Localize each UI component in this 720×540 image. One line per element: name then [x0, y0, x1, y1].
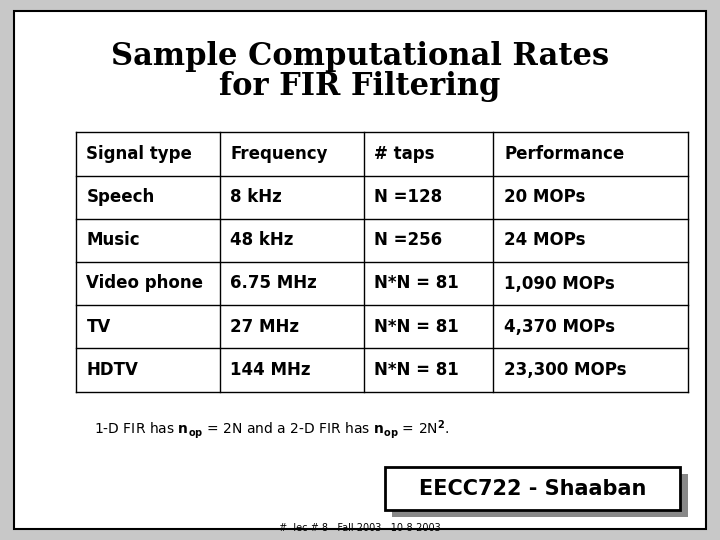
Text: 1-D FIR has $\mathbf{n_{op}}$ = 2N and a 2-D FIR has $\mathbf{n_{op}}$ = 2N$\mat: 1-D FIR has $\mathbf{n_{op}}$ = 2N and a… — [94, 418, 449, 441]
Text: for FIR Filtering: for FIR Filtering — [220, 71, 500, 102]
Text: Video phone: Video phone — [86, 274, 203, 293]
Text: Music: Music — [86, 231, 140, 249]
Text: Speech: Speech — [86, 188, 155, 206]
Text: N*N = 81: N*N = 81 — [374, 274, 459, 293]
Text: 6.75 MHz: 6.75 MHz — [230, 274, 317, 293]
Text: Sample Computational Rates: Sample Computational Rates — [111, 41, 609, 72]
Text: N =256: N =256 — [374, 231, 443, 249]
Bar — [385, 467, 680, 510]
Text: 27 MHz: 27 MHz — [230, 318, 300, 336]
Text: 8 kHz: 8 kHz — [230, 188, 282, 206]
Text: # taps: # taps — [374, 145, 435, 163]
Text: 20 MOPs: 20 MOPs — [504, 188, 585, 206]
Text: 144 MHz: 144 MHz — [230, 361, 311, 379]
Text: 23,300 MOPs: 23,300 MOPs — [504, 361, 626, 379]
Bar — [392, 474, 688, 517]
Text: #  lec # 8   Fall 2003   10-8-2003: # lec # 8 Fall 2003 10-8-2003 — [279, 523, 441, 533]
Text: Signal type: Signal type — [86, 145, 192, 163]
Text: N =128: N =128 — [374, 188, 443, 206]
Text: Performance: Performance — [504, 145, 624, 163]
Text: 1,090 MOPs: 1,090 MOPs — [504, 274, 615, 293]
Text: 4,370 MOPs: 4,370 MOPs — [504, 318, 615, 336]
Text: N*N = 81: N*N = 81 — [374, 318, 459, 336]
Text: N*N = 81: N*N = 81 — [374, 361, 459, 379]
Text: HDTV: HDTV — [86, 361, 138, 379]
Text: 24 MOPs: 24 MOPs — [504, 231, 585, 249]
Text: 48 kHz: 48 kHz — [230, 231, 294, 249]
Text: EECC722 - Shaaban: EECC722 - Shaaban — [419, 478, 647, 499]
Text: Frequency: Frequency — [230, 145, 328, 163]
Text: TV: TV — [86, 318, 111, 336]
